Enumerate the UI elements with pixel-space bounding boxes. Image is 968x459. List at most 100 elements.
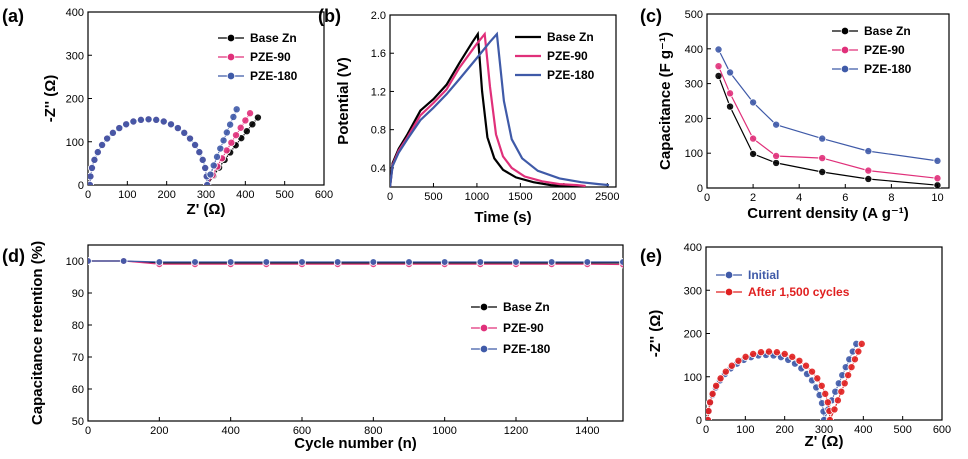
x-axis-label: Z' (Ω) — [187, 201, 226, 218]
legend-entry: PZE-180 — [250, 69, 298, 83]
data-point — [201, 163, 210, 172]
legend-entry: Base Zn — [250, 31, 297, 45]
data-point — [206, 170, 215, 179]
data-point — [864, 147, 873, 156]
data-point — [714, 62, 723, 71]
data-point — [933, 181, 942, 188]
data-point — [144, 115, 153, 124]
data-point — [191, 258, 199, 266]
data-point — [933, 174, 942, 183]
data-point — [864, 174, 873, 183]
data-point — [476, 258, 485, 266]
data-point — [203, 181, 212, 185]
plot-area — [390, 30, 610, 187]
data-point — [847, 363, 856, 372]
data-point — [103, 134, 112, 143]
data-point — [821, 389, 830, 398]
plot-frame — [87, 244, 624, 422]
series-line-base-zn — [390, 30, 586, 187]
data-point — [844, 371, 853, 380]
y-tick-label: 200 — [684, 329, 702, 341]
x-axis-label: Z' (Ω) — [805, 433, 844, 450]
data-point — [714, 45, 723, 54]
plot-frame — [389, 14, 617, 188]
data-point — [840, 379, 849, 388]
legend-marker — [840, 26, 850, 36]
data-point — [241, 116, 250, 125]
data-point — [741, 352, 750, 361]
panel-label: (b) — [318, 6, 341, 26]
data-point — [764, 347, 773, 356]
data-point — [817, 381, 826, 390]
x-tick-label: 1000 — [465, 191, 489, 203]
x-tick-label: 10 — [931, 192, 943, 204]
plot-area — [88, 257, 623, 269]
series-line-pze-180 — [390, 31, 610, 187]
y-tick-label: 0.4 — [371, 163, 386, 175]
data-point — [115, 124, 124, 133]
y-axis-label: -Z'' (Ω) — [42, 75, 59, 122]
legend-marker — [479, 344, 489, 354]
y-tick-label: 200 — [66, 94, 84, 106]
data-point — [167, 120, 176, 129]
data-point — [706, 407, 713, 416]
panel-label: (c) — [640, 6, 662, 26]
y-tick-label: 60 — [72, 384, 84, 396]
data-point — [795, 356, 804, 365]
plot-frame — [706, 13, 950, 189]
panel-label: (a) — [2, 6, 24, 26]
data-point — [173, 124, 182, 133]
legend-entry: PZE-180 — [864, 62, 912, 76]
data-point — [726, 102, 735, 111]
panel-label: (e) — [640, 246, 662, 266]
x-tick-label: 500 — [424, 191, 442, 203]
x-tick-label: 2500 — [595, 191, 619, 203]
data-point — [186, 134, 195, 143]
x-axis-label: Time (s) — [474, 209, 531, 226]
data-point — [88, 163, 96, 172]
y-tick-label: 90 — [72, 288, 84, 300]
data-point — [780, 349, 789, 358]
data-point — [90, 155, 99, 164]
data-point — [512, 258, 520, 266]
legend-marker — [724, 287, 734, 297]
data-point — [213, 152, 222, 161]
legend-marker — [840, 64, 850, 74]
legend-marker — [840, 45, 850, 55]
y-tick-label: 2.0 — [371, 10, 386, 22]
data-point — [818, 154, 827, 163]
legend-marker — [724, 270, 734, 280]
x-tick-label: 800 — [364, 425, 382, 437]
data-point — [749, 149, 758, 158]
data-point — [749, 349, 758, 358]
y-axis-label: Potential (V) — [335, 57, 352, 145]
y-tick-label: 400 — [66, 7, 84, 19]
data-point — [726, 68, 735, 77]
data-point — [405, 258, 413, 266]
data-point — [726, 89, 735, 98]
legend-entry: PZE-90 — [250, 50, 291, 64]
data-point — [808, 367, 817, 376]
data-point — [93, 148, 102, 157]
legend-marker — [479, 323, 489, 333]
data-point — [219, 136, 228, 145]
panel-b: 0 500 1000 1500 2000 2500 0.4 0.8 1.2 1.6 2.0 Time … — [318, 6, 620, 226]
y-tick-label: 100 — [66, 137, 84, 149]
data-point — [837, 387, 846, 396]
data-point — [727, 361, 736, 370]
data-point — [772, 151, 781, 160]
legend-entry: Base Zn — [864, 24, 911, 38]
data-point — [833, 396, 842, 405]
series-line-after-1-500-cycles — [707, 343, 863, 420]
data-point — [298, 258, 306, 266]
x-axis-label: Current density (A g⁻¹) — [747, 205, 909, 222]
x-tick-label: 0 — [704, 192, 710, 204]
plot-area — [706, 339, 866, 420]
x-tick-label: 0 — [387, 191, 393, 203]
y-tick-label: 1.2 — [371, 86, 386, 98]
y-tick-label: 200 — [685, 113, 703, 125]
data-point — [88, 257, 92, 265]
data-point — [749, 98, 758, 107]
x-tick-label: 2000 — [552, 191, 576, 203]
